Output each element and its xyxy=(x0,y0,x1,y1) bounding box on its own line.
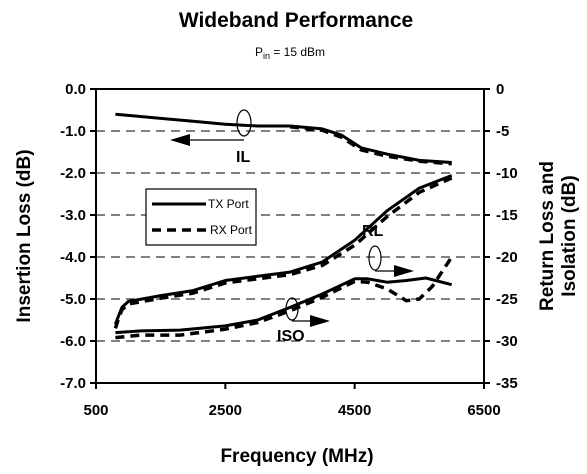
rl-arrow-head xyxy=(394,265,414,277)
subtitle-rest: = 15 dBm xyxy=(270,45,325,59)
x-tick-label: 6500 xyxy=(467,402,500,419)
plot-area-frame xyxy=(95,88,485,384)
left-y-tick-label: -6.0 xyxy=(60,333,86,350)
left-y-tick-label: -7.0 xyxy=(60,375,86,392)
x-tick-label: 4500 xyxy=(338,402,371,419)
chart-subtitle: Pin = 15 dBm xyxy=(255,45,325,61)
x-axis-title: Frequency (MHz) xyxy=(220,446,373,467)
right-y-axis-title-line-1: Return Loss and xyxy=(537,161,558,311)
x-tick-label: 500 xyxy=(83,402,108,419)
left-y-tick-label: 0.0 xyxy=(65,81,86,98)
data-series xyxy=(113,112,454,340)
series-iso-rx-port xyxy=(115,256,454,340)
right-y-tick-label: -30 xyxy=(496,333,518,350)
series-il-rx-port xyxy=(289,125,452,166)
rl-marker-ellipse xyxy=(368,245,382,271)
chart-title: Wideband Performance xyxy=(179,9,413,32)
right-y-tick-label: -35 xyxy=(496,375,518,392)
series-rl-tx-port xyxy=(113,174,453,325)
subtitle-main: P xyxy=(255,45,263,59)
right-y-tick-label: -20 xyxy=(496,249,518,266)
left-y-tick-label: -4.0 xyxy=(60,249,86,266)
left-y-axis-title: Insertion Loss (dB) xyxy=(14,149,35,322)
il-label: IL xyxy=(236,149,250,166)
iso-arrow-head xyxy=(310,315,330,327)
left-y-tick-label: -3.0 xyxy=(60,207,86,224)
subtitle-subscript: in xyxy=(263,51,270,61)
legend-box xyxy=(145,188,257,246)
iso-annotation: ISO xyxy=(277,297,330,345)
right-y-tick-label: -10 xyxy=(496,165,518,182)
legend: TX Port RX Port xyxy=(145,188,257,246)
series-iso-tx-port xyxy=(115,276,453,335)
il-annotation: IL xyxy=(170,109,252,166)
right-y-axis-title-line-2: Isolation (dB) xyxy=(559,175,580,296)
il-arrow-head xyxy=(170,134,190,146)
rl-annotation: RL xyxy=(362,223,414,277)
iso-label: ISO xyxy=(277,328,305,345)
legend-tx-port-label: TX Port xyxy=(208,197,249,211)
series-rl-rx-port xyxy=(113,176,453,329)
left-y-tick-label: -1.0 xyxy=(60,123,86,140)
right-y-tick-label: -15 xyxy=(496,207,518,224)
right-y-tick-label: -25 xyxy=(496,291,518,308)
il-marker-ellipse xyxy=(236,109,252,137)
right-y-tick-label: 0 xyxy=(496,81,504,98)
x-tick-label: 2500 xyxy=(209,402,242,419)
series-il-tx-port xyxy=(115,112,452,164)
left-y-tick-label: -5.0 xyxy=(60,291,86,308)
rl-label: RL xyxy=(362,223,384,240)
axis-ticks: 0.0 -1.0 -2.0 -3.0 -4.0 -5.0 -6.0 -7.0 0 -5 -10 -15… xyxy=(60,81,518,419)
legend-rx-port-label: RX Port xyxy=(210,223,253,237)
iso-marker-ellipse xyxy=(285,297,299,321)
left-y-tick-label: -2.0 xyxy=(60,165,86,182)
right-y-tick-label: -5 xyxy=(496,123,509,140)
